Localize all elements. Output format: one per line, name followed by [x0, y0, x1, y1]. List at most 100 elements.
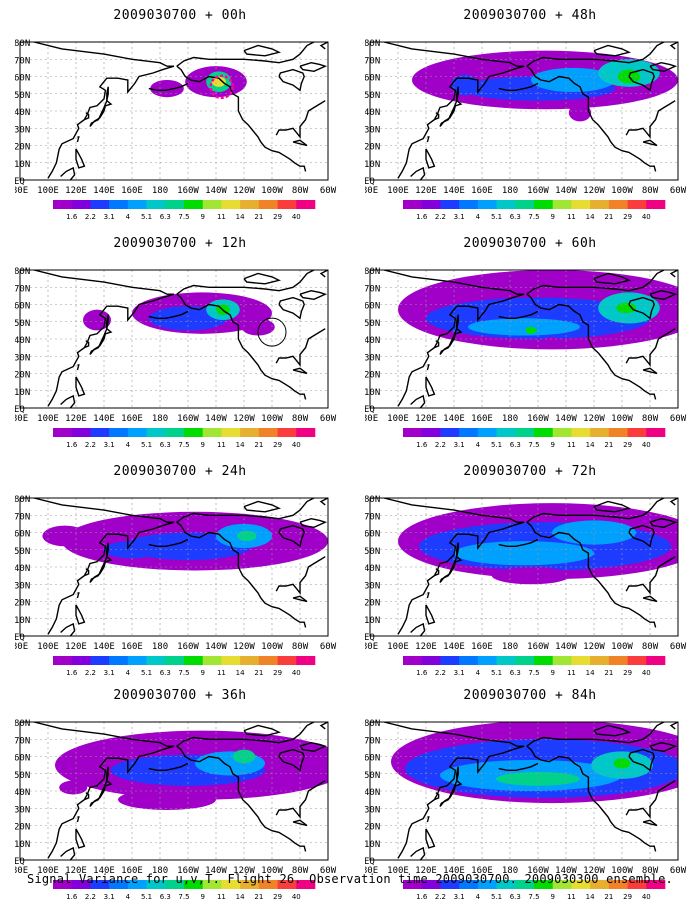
coastline	[176, 722, 315, 747]
lon-tick-label: 80W	[292, 186, 309, 196]
colorbar-swatch	[146, 428, 166, 437]
lon-tick-label: 120W	[233, 642, 255, 652]
lon-tick-label: 80E	[15, 414, 28, 424]
coastline	[669, 722, 678, 730]
coastline	[299, 61, 328, 73]
coastline	[243, 724, 282, 737]
lat-tick-label: 20N	[365, 143, 380, 153]
colorbar-label: 5.1	[491, 213, 502, 221]
coastline	[434, 112, 440, 121]
lat-tick-label: 10N	[365, 388, 380, 398]
colorbar-swatch	[477, 428, 497, 437]
colorbar-swatch	[515, 428, 535, 437]
map-panel: 2009030700 + 60h 80N 70N 60N 50N 40N 30N 20N 10N…	[365, 236, 695, 458]
coastline	[148, 82, 189, 91]
lon-tick-label: 60W	[670, 186, 687, 196]
lon-tick-label: 60W	[320, 866, 337, 876]
lat-tick-label: 10N	[365, 616, 380, 626]
lat-tick-label: 80N	[15, 719, 30, 729]
colorbar-swatch	[240, 656, 260, 665]
lon-tick-label: 140E	[93, 642, 115, 652]
colorbar-swatch	[515, 200, 535, 209]
colorbar-label: 5.1	[141, 893, 152, 901]
colorbar-label: 7.5	[178, 213, 189, 221]
coastline	[593, 44, 632, 57]
colorbar-swatch	[534, 428, 554, 437]
lon-tick-label: 180	[152, 866, 168, 876]
lon-tick-label: 120E	[65, 186, 87, 196]
colorbar-swatch	[477, 880, 497, 889]
lon-tick-label: 160E	[121, 866, 143, 876]
colorbar-label: 1.6	[66, 893, 78, 901]
lat-tick-label: 20N	[15, 371, 30, 381]
colorbar-swatch	[627, 428, 647, 437]
colorbar: 1.6 2.2 3.1 4 5.1 6.3 7.5 9 11 14 21 29 40	[403, 880, 666, 901]
colorbar-swatch	[221, 428, 241, 437]
coastline	[383, 42, 525, 179]
coastline	[526, 745, 657, 852]
colorbar-label: 6.3	[160, 669, 171, 677]
coastline	[278, 68, 305, 92]
lon-tick-label: 160E	[121, 414, 143, 424]
colorbar-swatch	[627, 656, 647, 665]
colorbar-swatch	[277, 428, 297, 437]
lat-tick-label: 40N	[365, 564, 380, 574]
coastline	[649, 741, 678, 753]
lon-tick-label: 140W	[555, 186, 577, 196]
colorbar-label: 40	[642, 893, 651, 901]
coastline	[243, 500, 282, 513]
colorbar-swatch	[590, 428, 610, 437]
lon-tick-label: 80W	[642, 414, 659, 424]
variance-contour	[525, 326, 537, 334]
lon-tick-label: 100E	[387, 866, 409, 876]
colorbar-swatch	[571, 428, 591, 437]
colorbar-swatch	[146, 880, 166, 889]
map-area: 80N 70N 60N 50N 40N 30N 20N 10N EQ80E 100E 120E 140…	[15, 267, 337, 449]
coastline	[275, 328, 326, 367]
colorbar-label: 11	[217, 669, 226, 677]
colorbar-swatch	[53, 880, 73, 889]
coastline	[425, 148, 436, 169]
colorbar-swatch	[53, 428, 73, 437]
colorbar-swatch	[496, 200, 516, 209]
coastline	[89, 327, 113, 355]
variance-contour	[150, 79, 184, 98]
lon-tick-label: 120W	[233, 866, 255, 876]
coastline	[176, 65, 307, 172]
colorbar-label: 6.3	[510, 213, 521, 221]
coastline	[593, 724, 632, 737]
lon-tick-label: 160W	[177, 186, 199, 196]
lon-tick-label: 80E	[15, 642, 28, 652]
colorbar-swatch	[534, 880, 554, 889]
coastline	[176, 745, 307, 852]
lat-tick-label: 10N	[365, 840, 380, 850]
colorbar-label: 6.3	[160, 213, 171, 221]
colorbar-swatch	[496, 428, 516, 437]
lon-tick-label: 120E	[415, 186, 437, 196]
map-area: 80N 70N 60N 50N 40N 30N 20N 10N EQ80E 100E 120E 140…	[15, 719, 337, 901]
lon-tick-label: 80E	[365, 186, 378, 196]
colorbar-label: 9	[200, 441, 204, 449]
lon-tick-label: 100E	[37, 642, 59, 652]
map-plot: 80N 70N 60N 50N 40N 30N 20N 10N EQ80E 100E 120E 140…	[365, 39, 687, 221]
lon-tick-label: 60W	[320, 642, 337, 652]
colorbar-label: 1.6	[66, 441, 78, 449]
colorbar-label: 29	[273, 441, 282, 449]
lat-tick-label: 80N	[15, 39, 30, 49]
lon-tick-label: 160E	[471, 414, 493, 424]
lon-tick-label: 120E	[65, 866, 87, 876]
coastline	[383, 498, 525, 635]
colorbar-swatch	[552, 428, 572, 437]
colorbar-label: 3.1	[104, 893, 115, 901]
map-plot: 80N 70N 60N 50N 40N 30N 20N 10N EQ80E 100E 120E 140…	[365, 495, 687, 677]
coastline	[278, 296, 305, 320]
lon-tick-label: 80E	[365, 414, 378, 424]
coastline	[299, 741, 328, 753]
variance-contour	[540, 337, 564, 348]
colorbar-swatch	[496, 880, 516, 889]
lon-tick-label: 160E	[471, 186, 493, 196]
lat-tick-label: 80N	[365, 39, 380, 49]
lat-tick-label: 50N	[15, 319, 30, 329]
coastline	[649, 61, 678, 73]
colorbar-swatch	[440, 880, 460, 889]
